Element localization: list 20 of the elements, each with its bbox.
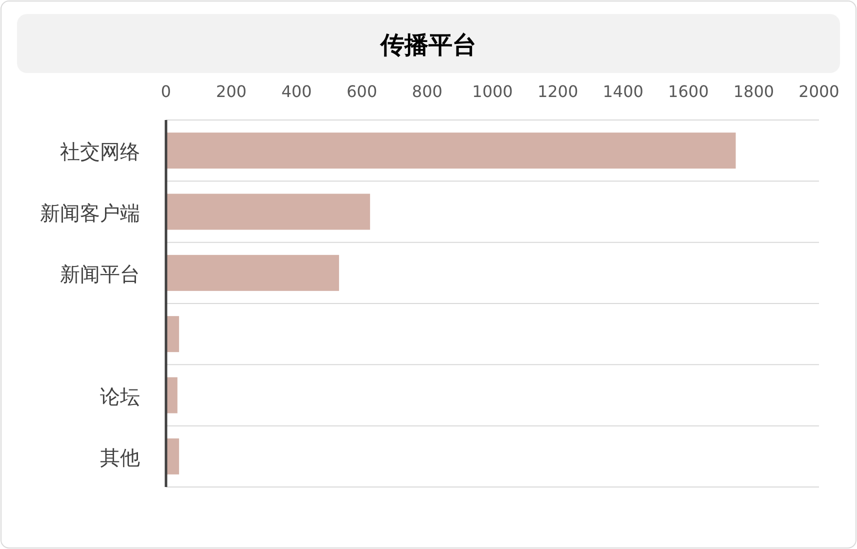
- x-tick-label: 1800: [733, 82, 774, 101]
- x-tick-label: 1200: [537, 82, 578, 101]
- x-tick-label: 800: [412, 82, 442, 101]
- x-tick-label: 2000: [798, 82, 840, 101]
- x-tick-label: 1400: [602, 82, 644, 101]
- x-tick-label: 1000: [472, 82, 513, 101]
- x-tick-label: 600: [346, 82, 378, 101]
- y-tick-label: 其他: [100, 445, 140, 470]
- x-tick-label: 400: [281, 82, 312, 101]
- x-tick-label: 0: [160, 82, 172, 101]
- bar: [166, 132, 736, 169]
- bar: [166, 254, 340, 291]
- y-tick-label: 论坛: [100, 384, 140, 408]
- y-tick-label: 社交网络: [60, 140, 140, 164]
- x-tick-label: 1600: [668, 82, 709, 101]
- x-tick-label: 200: [216, 82, 247, 101]
- y-tick-label: 新闻客户端: [40, 200, 140, 225]
- chart-title: 传播平台: [380, 31, 476, 59]
- y-tick-label: 新闻平台: [60, 262, 140, 286]
- bar: [166, 194, 370, 230]
